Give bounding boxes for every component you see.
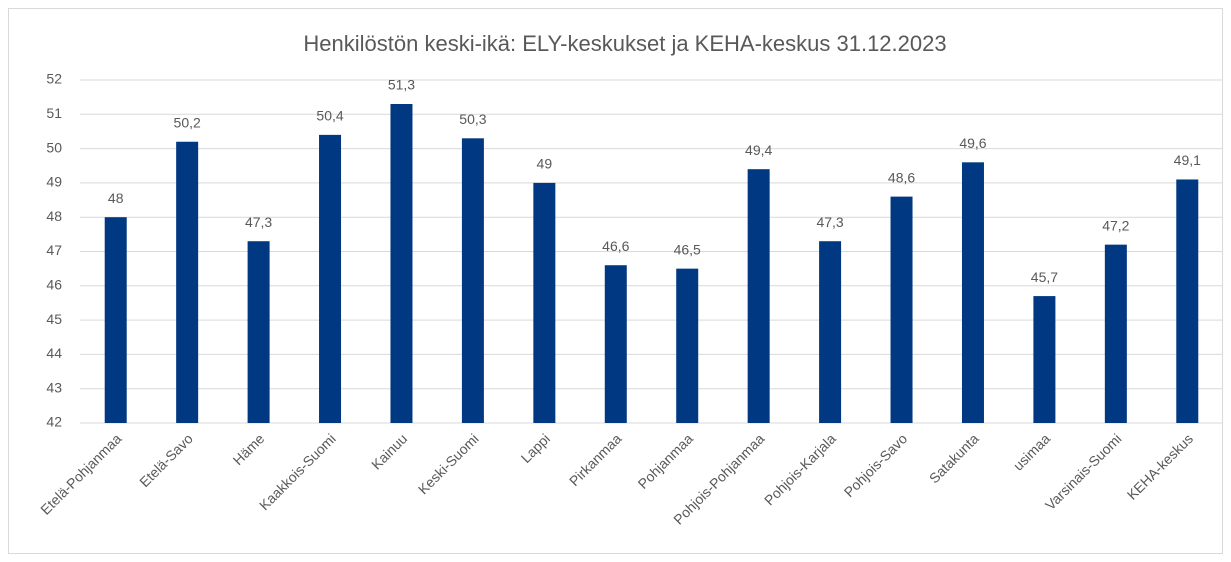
bar <box>604 265 627 423</box>
bar <box>533 182 556 423</box>
bar <box>104 217 127 423</box>
bar <box>247 241 270 423</box>
y-tick-label: 44 <box>46 345 62 361</box>
y-tick-label: 43 <box>46 379 62 395</box>
bar <box>961 162 984 423</box>
value-label: 51,3 <box>388 77 415 93</box>
bar <box>461 138 484 423</box>
value-label: 47,3 <box>245 214 272 230</box>
value-label: 49,1 <box>1174 152 1201 168</box>
value-label: 50,4 <box>316 108 343 124</box>
value-label: 47,3 <box>816 214 843 230</box>
bar <box>890 196 913 423</box>
bar <box>1176 179 1199 423</box>
bar <box>1033 296 1056 423</box>
value-label: 47,2 <box>1102 217 1129 233</box>
y-tick-label: 50 <box>46 139 62 155</box>
value-label: 50,3 <box>459 111 486 127</box>
bar <box>176 141 199 424</box>
y-tick-label: 45 <box>46 311 62 327</box>
y-tick-label: 42 <box>46 414 62 430</box>
value-label: 46,6 <box>602 238 629 254</box>
bar <box>319 134 342 423</box>
value-label: 49 <box>537 156 553 172</box>
bar <box>676 268 699 423</box>
value-label: 49,4 <box>745 142 772 158</box>
value-label: 50,2 <box>174 114 201 130</box>
y-tick-label: 46 <box>46 277 62 293</box>
y-tick-label: 47 <box>46 242 62 258</box>
y-tick-label: 49 <box>46 174 62 190</box>
bar <box>819 241 842 423</box>
bar <box>1104 244 1127 423</box>
value-label: 48 <box>108 190 124 206</box>
y-tick-label: 48 <box>46 208 62 224</box>
value-label: 49,6 <box>959 135 986 151</box>
value-label: 46,5 <box>674 241 701 257</box>
value-label: 45,7 <box>1031 269 1058 285</box>
bar <box>747 169 770 423</box>
y-tick-label: 52 <box>46 71 62 87</box>
chart-title: Henkilöstön keski-ikä: ELY-keskukset ja … <box>303 31 946 56</box>
bar <box>390 104 413 423</box>
value-label: 48,6 <box>888 169 915 185</box>
y-tick-label: 51 <box>46 105 62 121</box>
